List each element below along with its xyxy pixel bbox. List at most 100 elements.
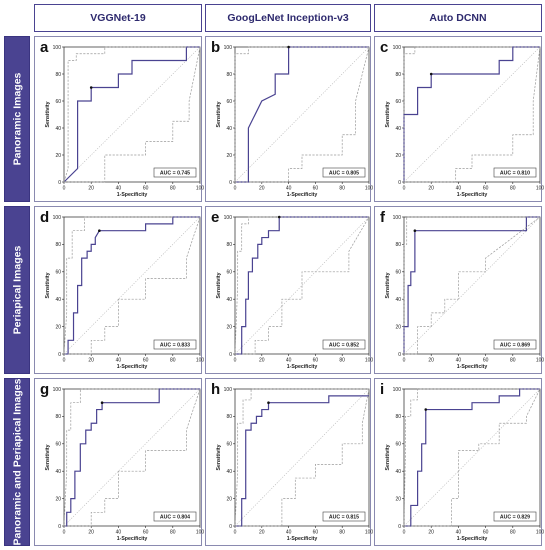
x-tick-label: 20 [428,530,434,536]
optimal-cutoff-point [100,401,104,404]
ci-lower-band [64,216,201,355]
diagonal-reference-line [63,216,201,355]
x-tick-label: 60 [143,530,149,536]
auc-label: AUC = 0.805 [329,170,359,176]
x-tick-label: 100 [365,358,374,364]
roc-plot: 0 20 40 60 80 100 0 20 40 60 80 100 1-Specificity Sen… [216,45,373,198]
y-tick-label: 80 [395,414,401,420]
x-tick-label: 80 [339,358,345,364]
y-tick-label: 80 [226,242,232,248]
y-tick-label: 60 [226,99,232,105]
auc-box [493,167,537,178]
roc-panel-c: c 0 20 40 60 80 100 0 20 40 60 80 100 1-Specificity Se… [374,36,544,202]
diagonal-reference-line [234,46,370,183]
row-header-combined-label: Panoramic and Periapical Images [11,378,24,546]
x-tick-label: 40 [456,530,462,536]
x-axis-label: 1-Specificity [457,364,488,370]
diagonal-reference-line [63,388,201,527]
y-tick-label: 20 [395,153,401,159]
y-tick-label: 60 [226,442,232,448]
x-tick-label: 0 [403,358,406,364]
x-tick-label: 0 [403,530,406,536]
x-tick-label: 100 [196,530,205,536]
x-tick-label: 40 [456,186,462,192]
panel-label: f [380,209,385,226]
y-tick-label: 0 [229,180,232,186]
column-header-autodcnn: Auto DCNN [374,4,542,32]
optimal-cutoff-point [413,229,417,232]
x-axis-label: 1-Specificity [117,364,148,370]
ci-lower-band [235,388,370,527]
y-tick-label: 60 [395,270,401,276]
ci-upper-band [403,388,540,527]
x-tick-label: 40 [286,358,292,364]
x-tick-label: 60 [143,186,149,192]
ci-lower-band [404,46,541,183]
auc-box [153,167,197,178]
y-tick-label: 40 [226,126,232,132]
x-tick-label: 100 [536,358,545,364]
x-tick-label: 40 [116,530,122,536]
auc-label: AUC = 0.829 [500,514,530,520]
y-tick-label: 100 [224,387,233,393]
x-tick-label: 20 [259,186,265,192]
optimal-cutoff-point [424,408,428,411]
panel-label: g [40,381,50,398]
y-axis-label: Sensitivity [45,444,51,470]
auc-box [322,167,366,178]
x-tick-label: 100 [365,530,374,536]
roc-panel-f: f 0 20 40 60 80 100 0 20 40 60 80 100 1-Specificity Se… [374,206,545,374]
ci-upper-band [63,216,200,355]
roc-curve [235,216,369,355]
diagonal-reference-line [403,46,541,183]
ci-upper-band [403,46,540,182]
y-tick-label: 20 [395,496,401,502]
y-tick-label: 80 [226,414,232,420]
y-tick-label: 80 [55,242,61,248]
ci-upper-band [63,46,200,183]
roc-panel-g: g 0 20 40 60 80 100 0 20 40 60 80 100 1-Specificity Se… [34,378,205,546]
x-tick-label: 100 [196,186,205,192]
row-header-panoramic-label: Panoramic Images [11,72,24,166]
y-tick-label: 100 [224,215,233,221]
x-tick-label: 80 [339,530,345,536]
y-tick-label: 0 [229,524,232,530]
auc-box [153,511,197,522]
roc-plot: 0 20 40 60 80 100 0 20 40 60 80 100 1-Specificity Sen… [385,45,544,198]
diagonal-reference-line [403,388,541,527]
roc-curve [64,216,200,355]
panel-label: d [40,209,50,226]
y-tick-label: 0 [58,352,61,358]
y-tick-label: 20 [55,324,61,330]
x-tick-label: 60 [313,530,319,536]
y-tick-label: 40 [395,126,401,132]
roc-panel-b: b 0 20 40 60 80 100 0 20 40 60 80 100 1-Specificity Se… [205,36,373,202]
y-tick-label: 20 [226,153,232,159]
x-tick-label: 40 [286,530,292,536]
y-tick-label: 20 [226,324,232,330]
x-axis-label: 1-Specificity [117,192,148,198]
column-header-vggnet: VGGNet-19 [34,4,202,32]
panel-label: e [211,209,220,226]
roc-curve [403,216,540,354]
x-tick-label: 60 [483,186,489,192]
ci-lower-band [64,388,201,527]
auc-box [493,511,537,522]
optimal-cutoff-point [277,215,281,219]
auc-box [493,339,537,350]
y-tick-label: 40 [226,469,232,475]
y-tick-label: 100 [53,45,62,51]
y-tick-label: 100 [393,45,402,51]
y-axis-label: Sensitivity [45,101,51,127]
diagonal-reference-line [63,46,201,183]
x-tick-label: 20 [88,186,94,192]
roc-curve [235,46,369,183]
y-tick-label: 0 [398,352,401,358]
x-tick-label: 40 [286,186,292,192]
x-axis-label: 1-Specificity [287,364,318,370]
y-tick-label: 0 [58,524,61,530]
x-tick-label: 0 [63,186,66,192]
roc-panel-i: i 0 20 40 60 80 100 0 20 40 60 80 100 1-Specificity Se… [374,378,544,546]
row-header-panoramic: Panoramic Images [4,36,30,202]
panel-label: i [380,381,385,398]
